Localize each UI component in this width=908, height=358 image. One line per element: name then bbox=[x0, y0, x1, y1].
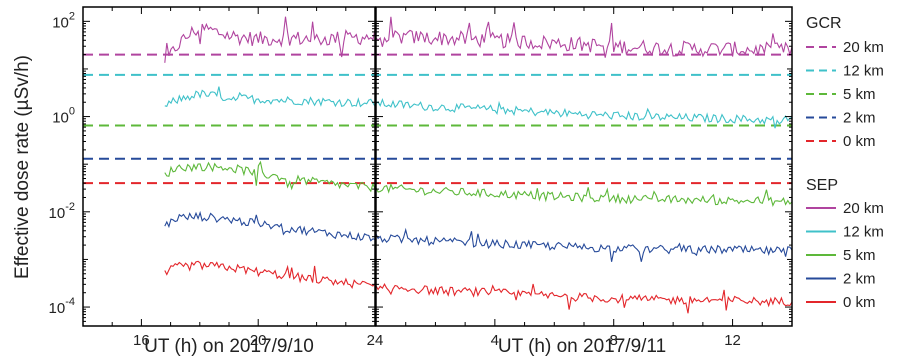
x-axis-label-day1: UT (h) on 2017/9/10 bbox=[144, 336, 314, 357]
legend-sep-label-20-km: 20 km bbox=[843, 200, 884, 217]
x-tick-label: 24 bbox=[367, 332, 384, 349]
legend-sep-label-12-km: 12 km bbox=[843, 224, 884, 241]
x-tick-label: 16 bbox=[133, 332, 150, 349]
sep-series-0-km-day2 bbox=[375, 283, 793, 314]
axis-ticks bbox=[82, 6, 793, 327]
y-tick-label: 10-4 bbox=[49, 296, 75, 317]
legend-sep-label-5-km: 5 km bbox=[843, 247, 876, 264]
legend: GCR SEP 20 km 12 km 5 km 2 km 0 km 20 km 12 km… bbox=[806, 15, 884, 311]
legend-gcr-label-20-km: 20 km bbox=[843, 39, 884, 56]
sep-series-2-km-day1 bbox=[164, 210, 376, 242]
legend-sep-label-0-km: 0 km bbox=[843, 294, 876, 311]
x-tick-label: 20 bbox=[250, 332, 267, 349]
legend-gcr-label-12-km: 12 km bbox=[843, 63, 884, 80]
sep-series-12-km-day1 bbox=[164, 86, 376, 108]
sep-series-20-km-day2 bbox=[375, 16, 793, 58]
legend-gcr-label-5-km: 5 km bbox=[843, 86, 876, 103]
x-tick-label: 12 bbox=[724, 332, 741, 349]
x-tick-label: 4 bbox=[491, 332, 499, 349]
legend-title-sep: SEP bbox=[806, 177, 838, 194]
x-tick-label: 8 bbox=[610, 332, 618, 349]
y-axis-label: Effective dose rate (µSv/h) bbox=[12, 55, 33, 279]
legend-gcr-label-0-km: 0 km bbox=[843, 133, 876, 150]
sep-series-5-km-day2 bbox=[375, 182, 793, 207]
sep-series-2-km-day2 bbox=[375, 227, 793, 262]
y-tick-label: 10-2 bbox=[49, 201, 75, 222]
legend-sep-label-2-km: 2 km bbox=[843, 271, 876, 288]
sep-series-0-km-day1 bbox=[164, 260, 376, 289]
x-axis-label-day2: UT (h) on 2017/9/11 bbox=[498, 336, 666, 357]
sep-series-20-km-day1 bbox=[164, 16, 376, 63]
sep-lines bbox=[164, 16, 793, 314]
gcr-lines bbox=[83, 53, 792, 185]
legend-title-gcr: GCR bbox=[806, 15, 842, 32]
tick-labels: 10-4 10-2 100 102 16 20 24 4 8 12 bbox=[49, 10, 741, 349]
legend-gcr-label-2-km: 2 km bbox=[843, 110, 876, 127]
y-tick-label: 100 bbox=[52, 106, 75, 127]
y-tick-label: 102 bbox=[52, 10, 75, 31]
sep-series-12-km-day2 bbox=[375, 97, 793, 129]
sep-series-5-km-day1 bbox=[164, 160, 376, 193]
